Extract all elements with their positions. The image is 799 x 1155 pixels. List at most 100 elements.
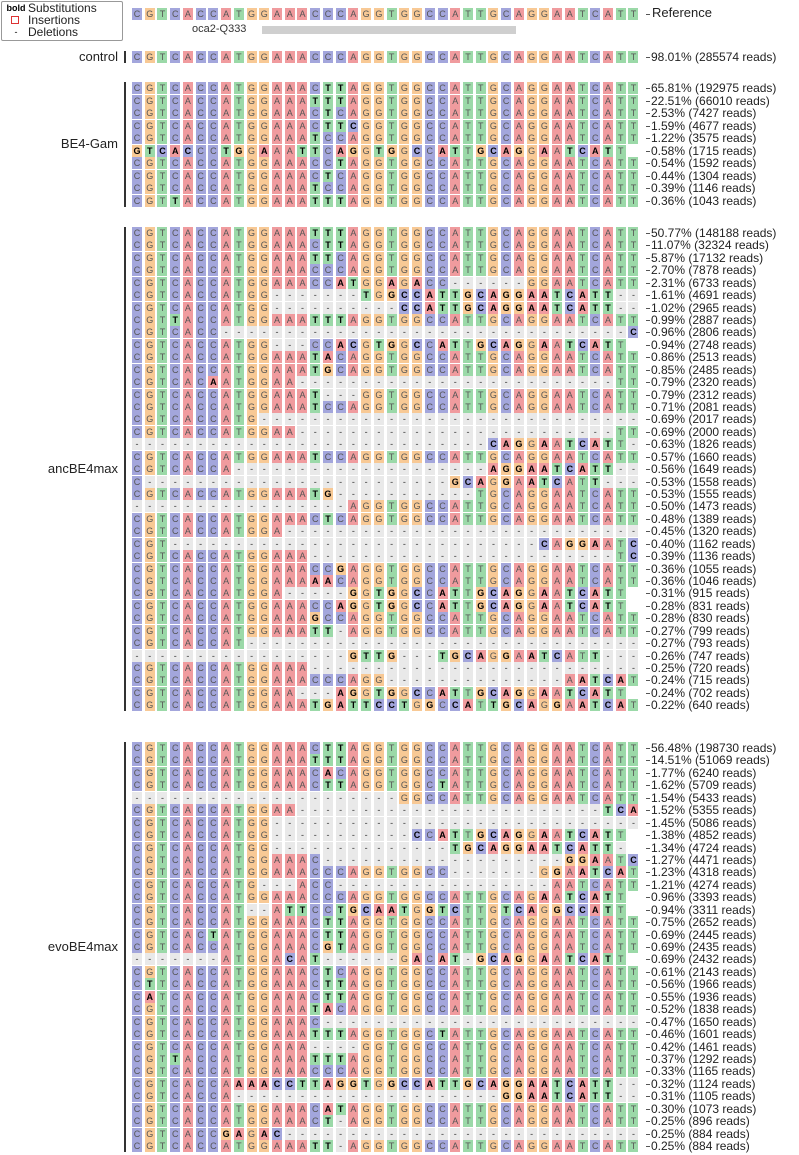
base-A: A	[552, 612, 563, 624]
base-A: A	[272, 488, 283, 500]
base-A: A	[450, 1115, 461, 1127]
base-C: C	[208, 1053, 219, 1065]
base-A: A	[272, 195, 283, 207]
deletion-gap: -	[386, 637, 397, 649]
base-G: G	[526, 170, 537, 182]
base-G: G	[412, 95, 423, 107]
read-frequency-label: 1.23% (4318 reads)	[651, 866, 756, 878]
base-G: G	[259, 195, 270, 207]
base-T: T	[628, 170, 639, 182]
base-A: A	[615, 699, 626, 711]
base-A: A	[272, 1016, 283, 1028]
base-G: G	[526, 687, 537, 699]
deletion-gap: -	[386, 426, 397, 438]
base-T: T	[462, 451, 473, 463]
base-G: G	[488, 966, 499, 978]
read-tick	[646, 283, 650, 284]
read-tick	[646, 320, 650, 321]
base-C: C	[335, 182, 346, 194]
base-G: G	[259, 277, 270, 289]
base-G: G	[386, 650, 397, 662]
base-C: C	[462, 650, 473, 662]
base-T: T	[475, 779, 486, 791]
base-T: T	[310, 699, 321, 711]
deletion-gap: -	[552, 674, 563, 686]
deletion-gap: -	[450, 866, 461, 878]
deletion-gap: -	[412, 817, 423, 829]
base-C: C	[462, 476, 473, 488]
base-T: T	[577, 488, 588, 500]
base-G: G	[526, 891, 537, 903]
read-tick	[646, 233, 650, 234]
base-C: C	[132, 904, 142, 916]
base-C: C	[208, 120, 219, 132]
base-T: T	[157, 767, 168, 779]
base-G: G	[246, 879, 257, 891]
base-A: A	[539, 289, 550, 301]
deletion-gap: -	[462, 817, 473, 829]
deletion-gap: -	[412, 662, 423, 674]
base-C: C	[348, 339, 359, 351]
base-C: C	[132, 891, 142, 903]
base-A: A	[297, 550, 308, 562]
base-C: C	[590, 157, 601, 169]
base-T: T	[615, 182, 626, 194]
base-A: A	[272, 239, 283, 251]
base-T: T	[157, 699, 168, 711]
base-T: T	[233, 866, 244, 878]
base-G: G	[399, 132, 410, 144]
legend: bold Substitutions Insertions - Deletion…	[1, 1, 123, 41]
base-G: G	[488, 401, 499, 413]
base-C: C	[310, 264, 321, 276]
base-G: G	[373, 500, 384, 512]
base-T: T	[615, 277, 626, 289]
base-C: C	[424, 1003, 435, 1015]
deletion-gap: -	[322, 953, 333, 965]
base-A: A	[284, 1041, 295, 1053]
deletion-gap: -	[348, 829, 359, 841]
read-frequency-label: 0.79% (2320 reads)	[651, 376, 756, 388]
base-G: G	[144, 699, 155, 711]
deletion-gap: -	[437, 376, 448, 388]
base-C: C	[590, 1053, 601, 1065]
base-G: G	[144, 289, 155, 301]
base-T: T	[539, 650, 550, 662]
base-T: T	[475, 8, 486, 20]
base-A: A	[182, 525, 193, 537]
base-C: C	[132, 463, 142, 475]
base-T: T	[373, 339, 384, 351]
deletion-gap: -	[513, 674, 524, 686]
base-C: C	[310, 157, 321, 169]
base-T: T	[615, 264, 626, 276]
base-G: G	[488, 252, 499, 264]
base-C: C	[195, 891, 206, 903]
base-T: T	[322, 107, 333, 119]
base-T: T	[233, 575, 244, 587]
deletion-gap: -	[182, 476, 193, 488]
read-frequency-label: 0.27% (793 reads)	[651, 637, 750, 649]
read-frequency-label: 50.77% (148188 reads)	[651, 227, 776, 239]
deletion-gap: -	[437, 476, 448, 488]
base-C: C	[590, 195, 601, 207]
read-tick	[646, 1121, 650, 1122]
base-A: A	[513, 107, 524, 119]
base-C: C	[322, 451, 333, 463]
base-A: A	[603, 1065, 613, 1077]
read-tick	[646, 57, 650, 58]
base-A: A	[552, 95, 563, 107]
deletion-gap: -	[501, 538, 512, 550]
deletion-gap: -	[513, 1016, 524, 1028]
base-A: A	[564, 513, 575, 525]
base-A: A	[348, 1003, 359, 1015]
deletion-gap: -	[246, 538, 257, 550]
base-A: A	[552, 145, 563, 157]
base-G: G	[412, 364, 423, 376]
base-T: T	[603, 587, 613, 599]
base-A: A	[564, 966, 575, 978]
deletion-gap: -	[386, 326, 397, 338]
base-T: T	[233, 389, 244, 401]
base-T: T	[628, 563, 639, 575]
base-C: C	[501, 252, 512, 264]
base-A: A	[221, 674, 232, 686]
base-T: T	[615, 1115, 626, 1127]
